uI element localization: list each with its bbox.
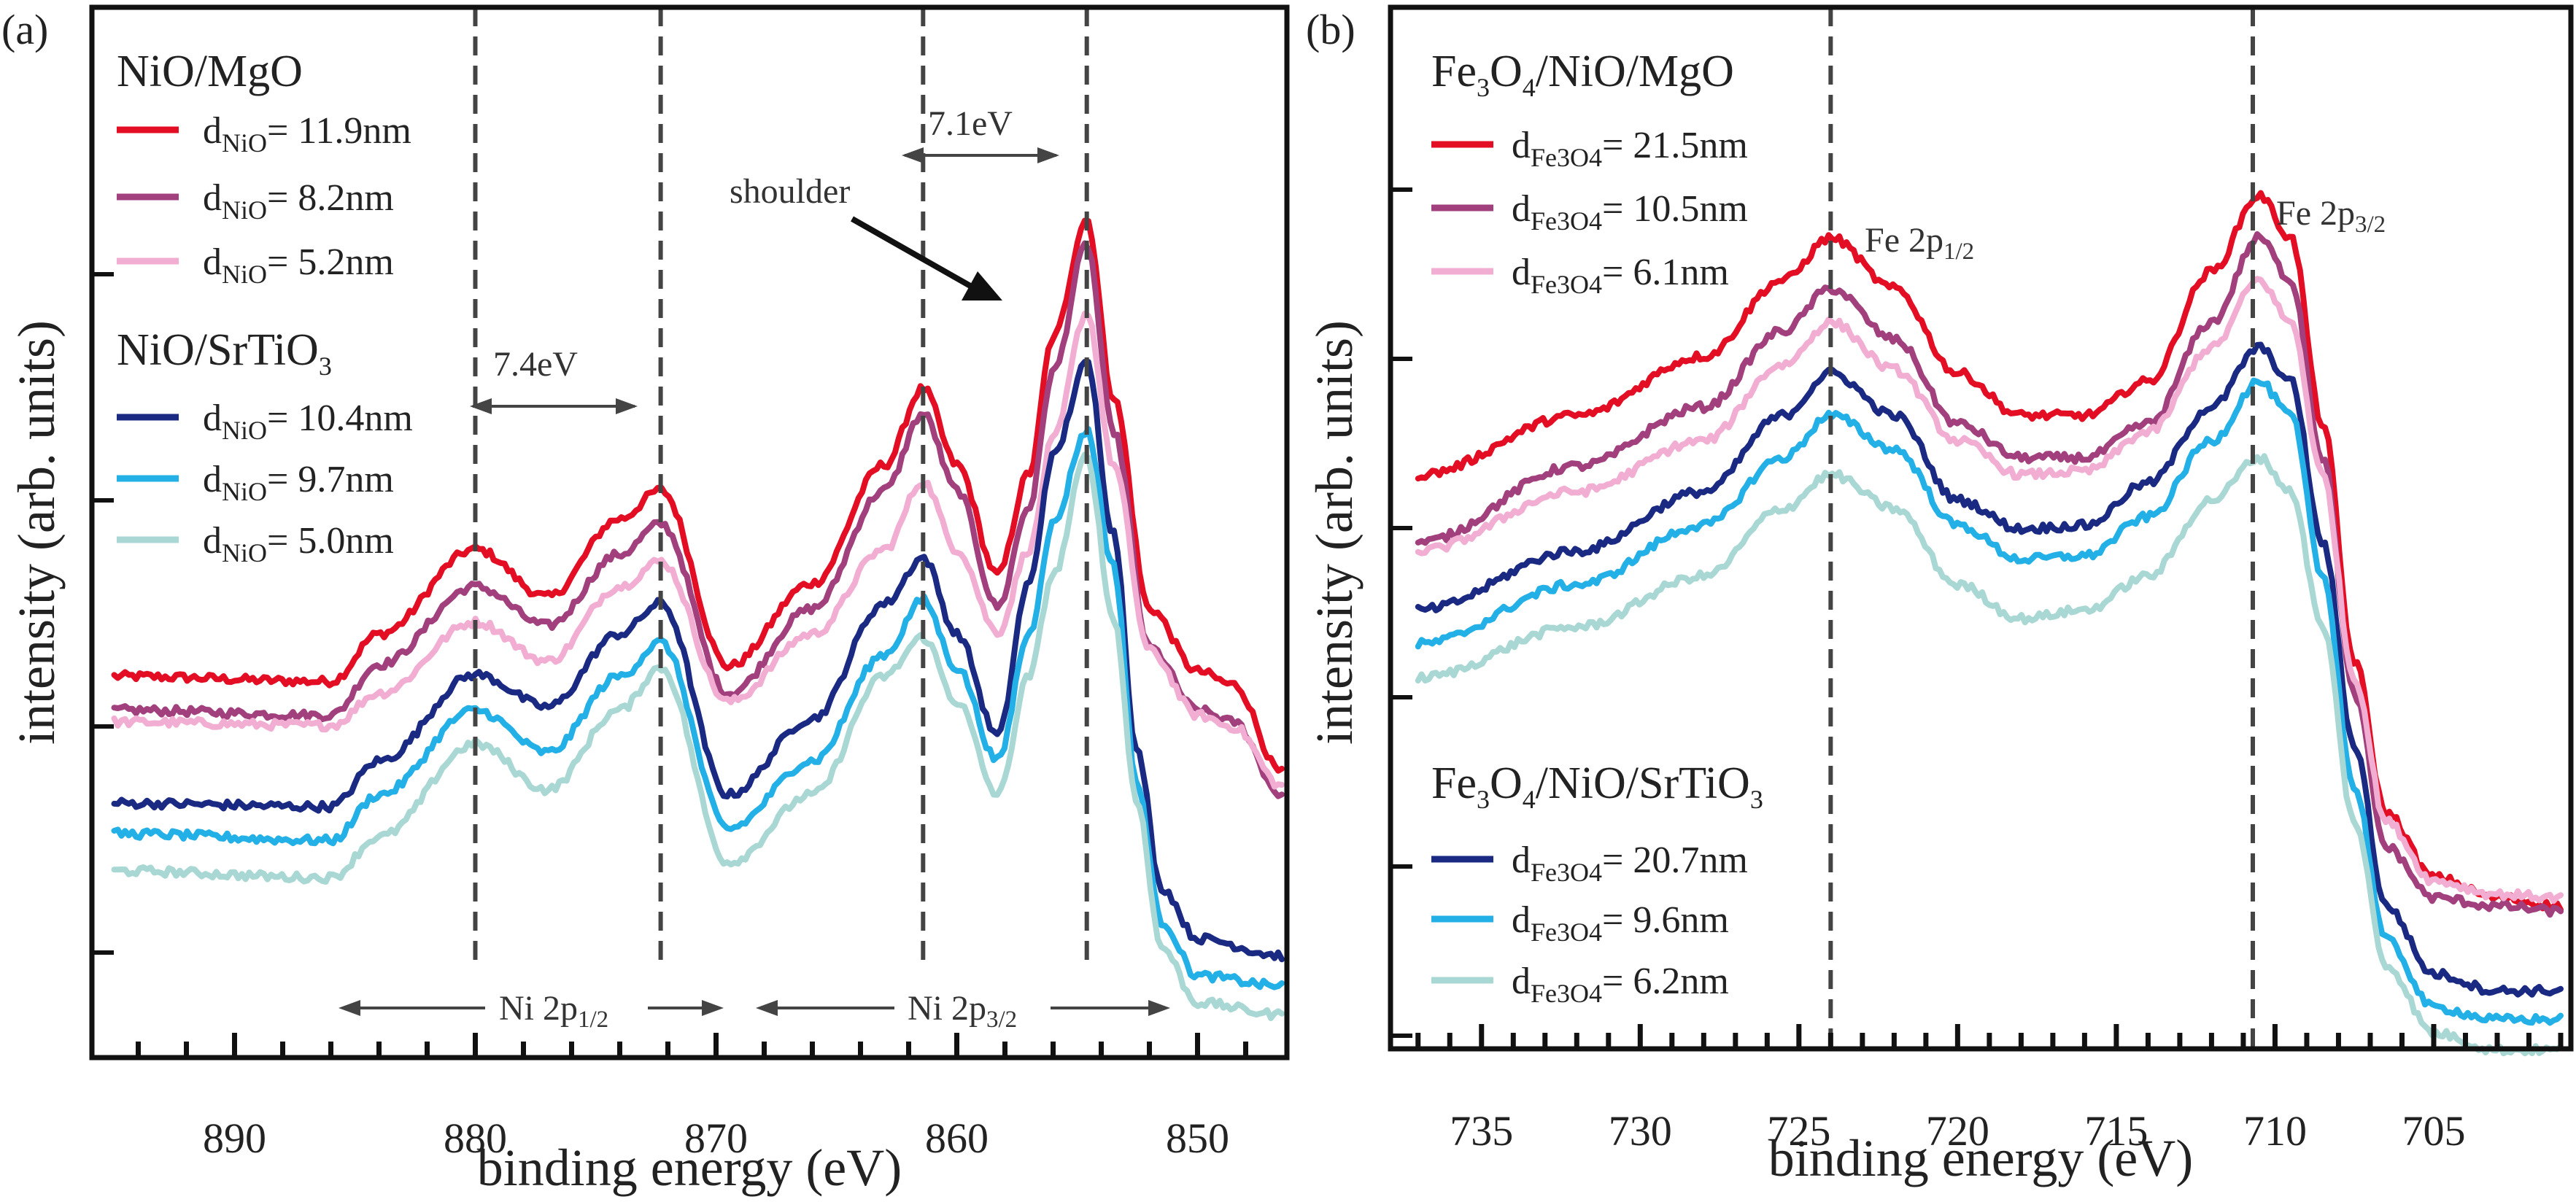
panel-a-legend: NiO/MgO dNiO= 11.9nm dNiO= 8.2nm dNiO= 5… xyxy=(117,47,413,567)
peak-separation-7-4: 7.4eV xyxy=(470,345,638,414)
panel-a-y-axis-title: intensity (arb. units) xyxy=(7,320,66,745)
legend-label: dFe3O4= 9.6nm xyxy=(1512,899,1729,947)
series-line-5 xyxy=(1415,377,2564,1026)
legend-label: dNiO= 10.4nm xyxy=(203,398,413,445)
legend-entry: dNiO= 8.2nm xyxy=(117,177,394,225)
annotation-label: 7.1eV xyxy=(928,104,1013,143)
panel-b-y-axis-title: intensity (arb. units) xyxy=(1305,320,1364,745)
legend-label: dFe3O4= 6.2nm xyxy=(1512,961,1729,1008)
legend-entry: dFe3O4= 10.5nm xyxy=(1431,188,1748,236)
series-line-2 xyxy=(1415,231,2564,918)
panel-a-x-tick-labels: 890 880 870 860 850 xyxy=(203,1114,1229,1162)
fe-2p12-label: Fe 2p1/2 xyxy=(1865,221,1974,265)
arrow-head xyxy=(962,271,1002,300)
arrow-head xyxy=(470,398,492,414)
arrow-head xyxy=(902,147,924,163)
ni-2p32-range: Ni 2p3/2 xyxy=(756,989,1170,1033)
fe-2p32-label: Fe 2p3/2 xyxy=(2276,194,2386,238)
x-tick-label: 880 xyxy=(444,1114,507,1162)
panel-b: (b) 735 730 725 720 715 710 705 binding energy… xyxy=(1305,4,2574,1187)
x-tick-label: 725 xyxy=(1767,1107,1830,1155)
arrow-head xyxy=(339,1000,360,1016)
legend-entry: dNiO= 9.7nm xyxy=(117,459,394,506)
panel-a-reference-lines xyxy=(473,7,1089,967)
panel-a-frame xyxy=(89,4,1290,1061)
legend-label: dNiO= 5.2nm xyxy=(203,241,394,289)
annotation-label: shoulder xyxy=(730,172,850,211)
legend-entry: dNiO= 5.0nm xyxy=(117,520,394,567)
legend-label: dFe3O4= 21.5nm xyxy=(1512,125,1748,172)
legend-label: dNiO= 9.7nm xyxy=(203,459,394,506)
x-tick-label: 710 xyxy=(2243,1107,2307,1155)
panel-b-legend: Fe3O4/NiO/MgO dFe3O4= 21.5nm dFe3O4= 10.… xyxy=(1431,47,1763,1008)
legend-label: dFe3O4= 6.1nm xyxy=(1512,252,1729,299)
series-line-3 xyxy=(1415,276,2564,904)
arrow-head xyxy=(1037,147,1059,163)
legend-group-title: NiO/MgO xyxy=(117,47,303,96)
panel-b-annotations: Fe 2p1/2 Fe 2p3/2 xyxy=(1865,194,2386,265)
series-line-6 xyxy=(1415,453,2564,1057)
legend-entry: dFe3O4= 9.6nm xyxy=(1431,899,1729,947)
legend-group-title: Fe3O4/NiO/MgO xyxy=(1431,47,1734,102)
x-tick-label: 720 xyxy=(1926,1107,1989,1155)
annotation-label: Ni 2p3/2 xyxy=(908,989,1017,1033)
legend-entry: dFe3O4= 6.1nm xyxy=(1431,252,1729,299)
legend-label: dNiO= 8.2nm xyxy=(203,177,394,225)
panel-a-annotations: 7.4eV 7.1eV shoulder Ni 2p1/2 xyxy=(339,104,1170,1033)
x-tick-label: 715 xyxy=(2084,1107,2148,1155)
x-tick-label: 850 xyxy=(1166,1114,1229,1162)
legend-label: dFe3O4= 10.5nm xyxy=(1512,188,1748,236)
annotation-label: Ni 2p1/2 xyxy=(499,989,608,1033)
legend-entry: dNiO= 11.9nm xyxy=(117,110,411,158)
legend-entry: dNiO= 5.2nm xyxy=(117,241,394,289)
arrow-head xyxy=(1148,1000,1170,1016)
legend-group-title: NiO/SrTiO3 xyxy=(117,325,332,381)
x-tick-label: 705 xyxy=(2402,1107,2465,1155)
panel-a-y-ticks xyxy=(92,272,114,955)
peak-separation-7-1: 7.1eV xyxy=(902,104,1059,163)
annotation-label: 7.4eV xyxy=(493,345,578,384)
panel-b-y-ticks xyxy=(1391,187,1412,1038)
legend-label: dNiO= 11.9nm xyxy=(203,110,411,158)
arrow-head xyxy=(616,398,638,414)
arrow-head xyxy=(756,1000,778,1016)
legend-entry: dFe3O4= 6.2nm xyxy=(1431,961,1729,1008)
legend-label: dNiO= 5.0nm xyxy=(203,520,394,567)
shoulder-arrow xyxy=(851,216,972,289)
x-tick-label: 890 xyxy=(203,1114,266,1162)
legend-entry: dFe3O4= 20.7nm xyxy=(1431,840,1748,887)
legend-entry: dFe3O4= 21.5nm xyxy=(1431,125,1748,172)
x-tick-label: 735 xyxy=(1450,1107,1513,1155)
panel-b-x-tick-labels: 735 730 725 720 715 710 705 xyxy=(1450,1107,2465,1155)
ni-2p12-range: Ni 2p1/2 xyxy=(339,989,724,1033)
panel-a: (a) 890 880 870 860 850 binding energy (eV) … xyxy=(1,4,1290,1197)
x-tick-label: 860 xyxy=(925,1114,989,1162)
series-line-4 xyxy=(1415,341,2564,998)
legend-group-title: Fe3O4/NiO/SrTiO3 xyxy=(1431,759,1763,814)
panel-a-x-ticks xyxy=(136,1033,1248,1058)
panel-b-label: (b) xyxy=(1306,6,1355,53)
x-tick-label: 730 xyxy=(1609,1107,1672,1155)
x-tick-label: 870 xyxy=(684,1114,748,1162)
panel-b-x-axis-title: binding energy (eV) xyxy=(1768,1129,2194,1187)
panel-a-x-axis-title: binding energy (eV) xyxy=(477,1139,902,1197)
legend-entry: dNiO= 10.4nm xyxy=(117,398,413,445)
shoulder-annotation: shoulder xyxy=(730,172,1002,300)
arrow-head xyxy=(702,1000,724,1016)
panel-a-label: (a) xyxy=(1,6,48,53)
panel-b-x-ticks xyxy=(1415,1024,2564,1049)
panel-b-curves xyxy=(1415,190,2564,1057)
legend-label: dFe3O4= 20.7nm xyxy=(1512,840,1748,887)
